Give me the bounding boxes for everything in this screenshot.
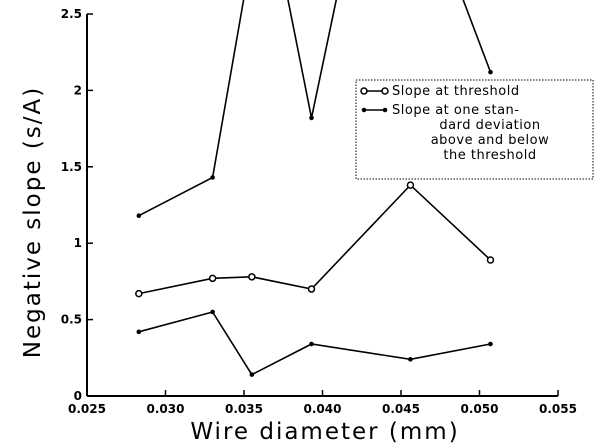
x-tick-label: 0.030	[147, 402, 185, 416]
legend-marker	[382, 107, 388, 113]
legend-marker	[381, 87, 389, 95]
legend-label: Slope at threshold	[392, 84, 520, 99]
legend-marker	[361, 107, 367, 113]
data-point	[136, 213, 142, 218]
data-point	[135, 289, 143, 298]
data-point	[488, 69, 493, 75]
series-line	[138, 183, 492, 295]
x-tick-label: 0.035	[225, 402, 263, 416]
axes	[86, 14, 558, 397]
legend-marker	[360, 87, 368, 95]
y-tick-label: 2	[74, 83, 82, 97]
data-point	[406, 181, 415, 189]
ticks: 0.025 0.030 0.035 0.040 0.045 0.050 0.055 0 0.5 1…	[61, 7, 577, 416]
x-tick-label: 0.050	[461, 402, 499, 416]
series-line	[138, 0, 245, 217]
legend-entry-0: Slope at threshold	[360, 84, 520, 99]
series-line	[287, 0, 338, 119]
data-point	[309, 115, 314, 121]
series-line	[138, 311, 491, 376]
data-point	[210, 175, 215, 180]
y-tick-label: 0.5	[61, 313, 82, 327]
legend-box	[355, 79, 594, 180]
data-point	[249, 372, 255, 377]
series-0	[135, 181, 495, 298]
y-axis-title: Negative slope (s/A)	[20, 86, 46, 358]
series-3	[462, 0, 493, 75]
x-tick-label: 0.025	[68, 402, 106, 416]
data-point	[488, 341, 493, 347]
legend: Slope at threshold Slope at one stan-dard…	[355, 79, 594, 180]
data-point	[307, 285, 316, 293]
series-1	[136, 0, 245, 218]
series-layer	[135, 0, 495, 377]
series-2	[287, 0, 338, 121]
data-point	[136, 329, 142, 335]
data-point	[210, 309, 215, 315]
y-tick-label: 1.5	[61, 160, 82, 174]
legend-label: dard deviation	[439, 118, 540, 133]
data-point	[408, 357, 413, 362]
legend-label: above and below	[431, 133, 550, 148]
y-tick-label: 2.5	[61, 7, 82, 21]
series-line	[462, 0, 492, 73]
legend-label: Slope at one stan-	[392, 103, 520, 118]
x-axis-title: Wire diameter (mm)	[190, 419, 459, 443]
data-point	[208, 274, 217, 283]
x-tick-label: 0.045	[382, 402, 420, 416]
legend-label: the threshold	[443, 148, 536, 163]
y-tick-label: 0	[74, 389, 82, 403]
x-tick-label: 0.040	[304, 402, 342, 416]
data-point	[248, 273, 256, 281]
series-4	[136, 309, 493, 377]
data-point	[309, 341, 314, 347]
data-point	[486, 256, 495, 264]
y-tick-label: 1	[74, 236, 82, 250]
x-tick-label: 0.055	[539, 402, 577, 416]
